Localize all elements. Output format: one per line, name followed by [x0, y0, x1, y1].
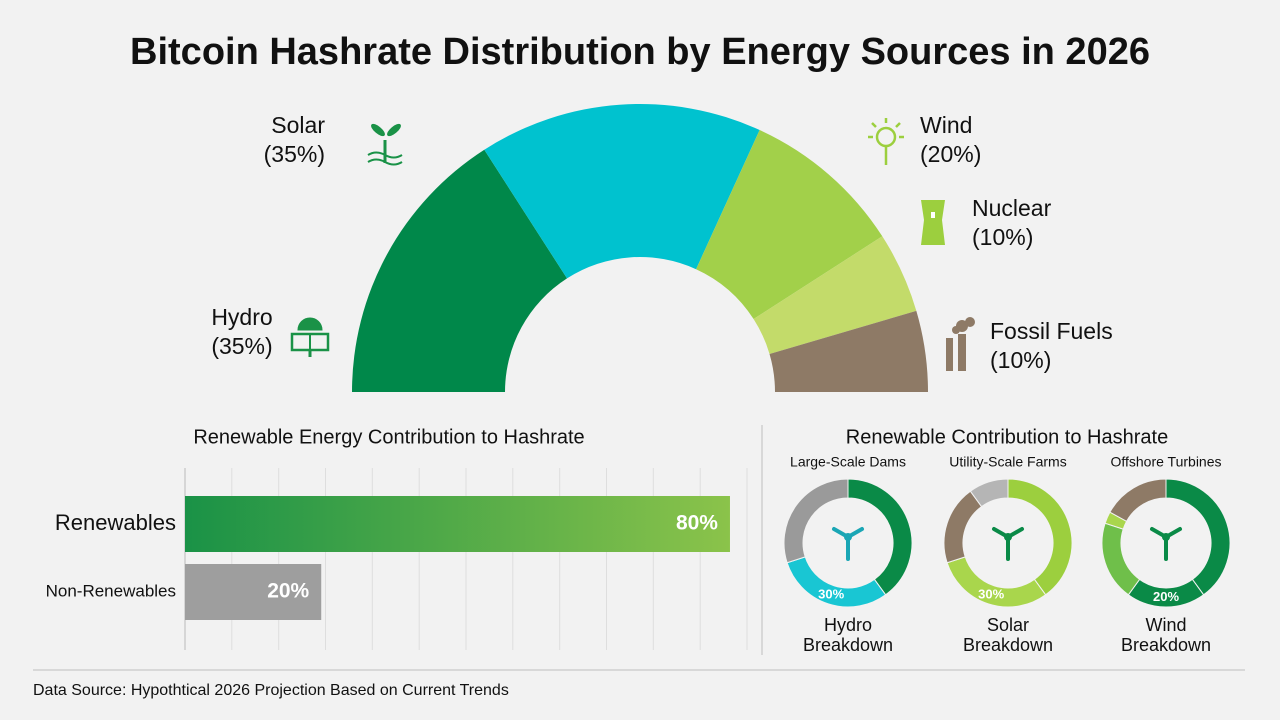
donut-icon [832, 527, 864, 561]
donut-title: Large-Scale Dams [790, 454, 906, 470]
wind-icon [868, 118, 904, 165]
solar-icon [367, 123, 403, 166]
bar-category-label: Renewables [55, 510, 176, 535]
segment-name: Wind [920, 112, 972, 138]
segment-value-label: (10%) [972, 224, 1033, 250]
bar [185, 496, 730, 552]
segment-name: Hydro [211, 304, 272, 330]
donut-caption: Solar [987, 615, 1029, 635]
segment-name: Fossil Fuels [990, 318, 1113, 344]
semi-donut-segment [769, 310, 928, 392]
segment-value-label: (35%) [264, 141, 325, 167]
donut-caption: Breakdown [1121, 635, 1211, 655]
chart-title: Renewable Energy Contribution to Hashrat… [193, 426, 584, 448]
segment-value-label: (10%) [990, 347, 1051, 373]
donut-segment [783, 478, 849, 564]
segment-value-label: (35%) [211, 333, 272, 359]
semi-donut-segment [696, 130, 883, 320]
donut-title: Offshore Turbines [1110, 454, 1221, 470]
donut-caption: Hydro [824, 615, 872, 635]
bar-value-label: 80% [676, 512, 718, 535]
segment-value-label: (20%) [920, 141, 981, 167]
page-title: Bitcoin Hashrate Distribution by Energy … [130, 31, 1150, 73]
segment-name: Nuclear [972, 195, 1052, 221]
donut-segment [969, 478, 1009, 508]
donut-value-label: 30% [978, 586, 1004, 601]
donut-icon [992, 527, 1024, 561]
semi-donut-segment [484, 104, 760, 279]
donut-segment [1109, 478, 1167, 522]
donut-icon [1150, 527, 1182, 561]
donut-value-label: 20% [1153, 589, 1179, 604]
donut-caption: Breakdown [963, 635, 1053, 655]
hydro-icon [290, 317, 330, 357]
donut-caption: Breakdown [803, 635, 893, 655]
segment-name: Solar [271, 112, 325, 138]
semi-donut-segment [753, 236, 917, 354]
chart-title: Renewable Contribution to Hashrate [846, 426, 1168, 448]
bar-category-label: Non-Renewables [46, 581, 176, 600]
nuclear-icon [921, 200, 945, 245]
fossil-icon [946, 317, 975, 371]
donut-caption: Wind [1145, 615, 1186, 635]
bar [185, 564, 322, 620]
source-note: Data Source: Hypothtical 2026 Projection… [33, 682, 509, 699]
donut-title: Utility-Scale Farms [949, 454, 1066, 470]
semi-donut-segment [352, 149, 568, 392]
bar-value-label: 20% [267, 580, 309, 603]
donut-value-label: 30% [818, 586, 844, 601]
